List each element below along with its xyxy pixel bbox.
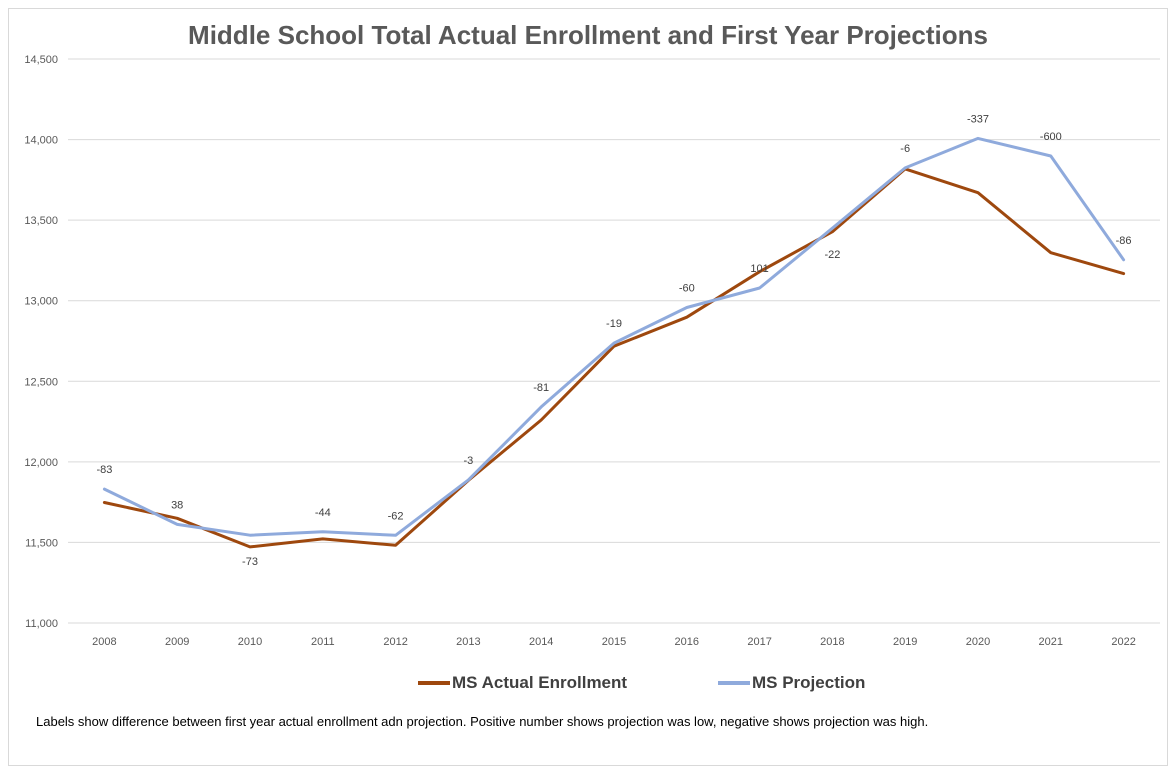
series-lines bbox=[102, 136, 1126, 549]
x-tick-label: 2020 bbox=[966, 636, 990, 648]
series-line-projection bbox=[102, 136, 1126, 537]
data-labels: -83 38 -73 -44 -62 -3 -81 -19 -60 101 -22 -6 -337 -60… bbox=[96, 113, 1131, 568]
x-tick-label: 2014 bbox=[529, 636, 553, 648]
data-label: -6 bbox=[900, 143, 910, 155]
x-tick-label: 2009 bbox=[165, 636, 189, 648]
x-tick-label: 2022 bbox=[1111, 636, 1135, 648]
x-axis-tick-labels: 2008 2009 2010 2011 2012 2013 2014 2015 2016 2017… bbox=[92, 636, 1136, 648]
chart-frame bbox=[8, 8, 1168, 766]
y-tick-label: 11,000 bbox=[25, 618, 58, 630]
data-label: -60 bbox=[679, 282, 695, 294]
data-label: -19 bbox=[606, 318, 622, 330]
y-axis-tick-labels: 11,000 11,500 12,000 12,500 13,000 13,500 14,0… bbox=[24, 54, 58, 630]
legend-swatch-projection bbox=[718, 681, 750, 685]
x-tick-label: 2015 bbox=[602, 636, 626, 648]
legend-item-projection: MS Projection bbox=[718, 671, 865, 695]
legend-label-actual: MS Actual Enrollment bbox=[452, 673, 628, 692]
x-tick-label: 2012 bbox=[383, 636, 407, 648]
x-tick-label: 2010 bbox=[238, 636, 262, 648]
data-label: -73 bbox=[242, 556, 258, 568]
data-label: -62 bbox=[388, 510, 404, 522]
x-tick-label: 2017 bbox=[747, 636, 771, 648]
y-tick-label: 14,000 bbox=[24, 135, 58, 147]
data-label: -44 bbox=[315, 507, 331, 519]
x-tick-label: 2019 bbox=[893, 636, 917, 648]
legend-swatch-actual bbox=[418, 681, 450, 685]
data-label: -22 bbox=[824, 249, 840, 261]
x-tick-label: 2013 bbox=[456, 636, 480, 648]
chart-title: Middle School Total Actual Enrollment an… bbox=[188, 20, 988, 50]
y-tick-label: 13,000 bbox=[24, 296, 58, 308]
data-label: 101 bbox=[750, 263, 768, 275]
legend-label-projection: MS Projection bbox=[752, 673, 866, 692]
x-tick-label: 2018 bbox=[820, 636, 844, 648]
legend-item-actual-enrollment: MS Actual Enrollment bbox=[418, 671, 627, 695]
data-label: -600 bbox=[1040, 131, 1062, 143]
data-label: 38 bbox=[171, 499, 183, 511]
y-tick-label: 11,500 bbox=[25, 537, 58, 549]
y-tick-label: 13,500 bbox=[24, 215, 58, 227]
y-tick-label: 14,500 bbox=[24, 54, 58, 66]
x-tick-label: 2008 bbox=[92, 636, 116, 648]
data-label: -3 bbox=[464, 455, 474, 467]
data-label: -83 bbox=[96, 464, 112, 476]
x-tick-label: 2016 bbox=[675, 636, 699, 648]
x-tick-label: 2011 bbox=[311, 636, 335, 648]
data-label: -81 bbox=[533, 382, 549, 394]
y-tick-label: 12,000 bbox=[24, 457, 58, 469]
y-tick-label: 12,500 bbox=[24, 376, 58, 388]
series-line-actual-enrollment bbox=[102, 167, 1126, 549]
x-tick-label: 2021 bbox=[1039, 636, 1063, 648]
data-label: -86 bbox=[1116, 235, 1132, 247]
data-label: -337 bbox=[967, 113, 989, 125]
footnote: Labels show difference between first yea… bbox=[36, 714, 929, 729]
